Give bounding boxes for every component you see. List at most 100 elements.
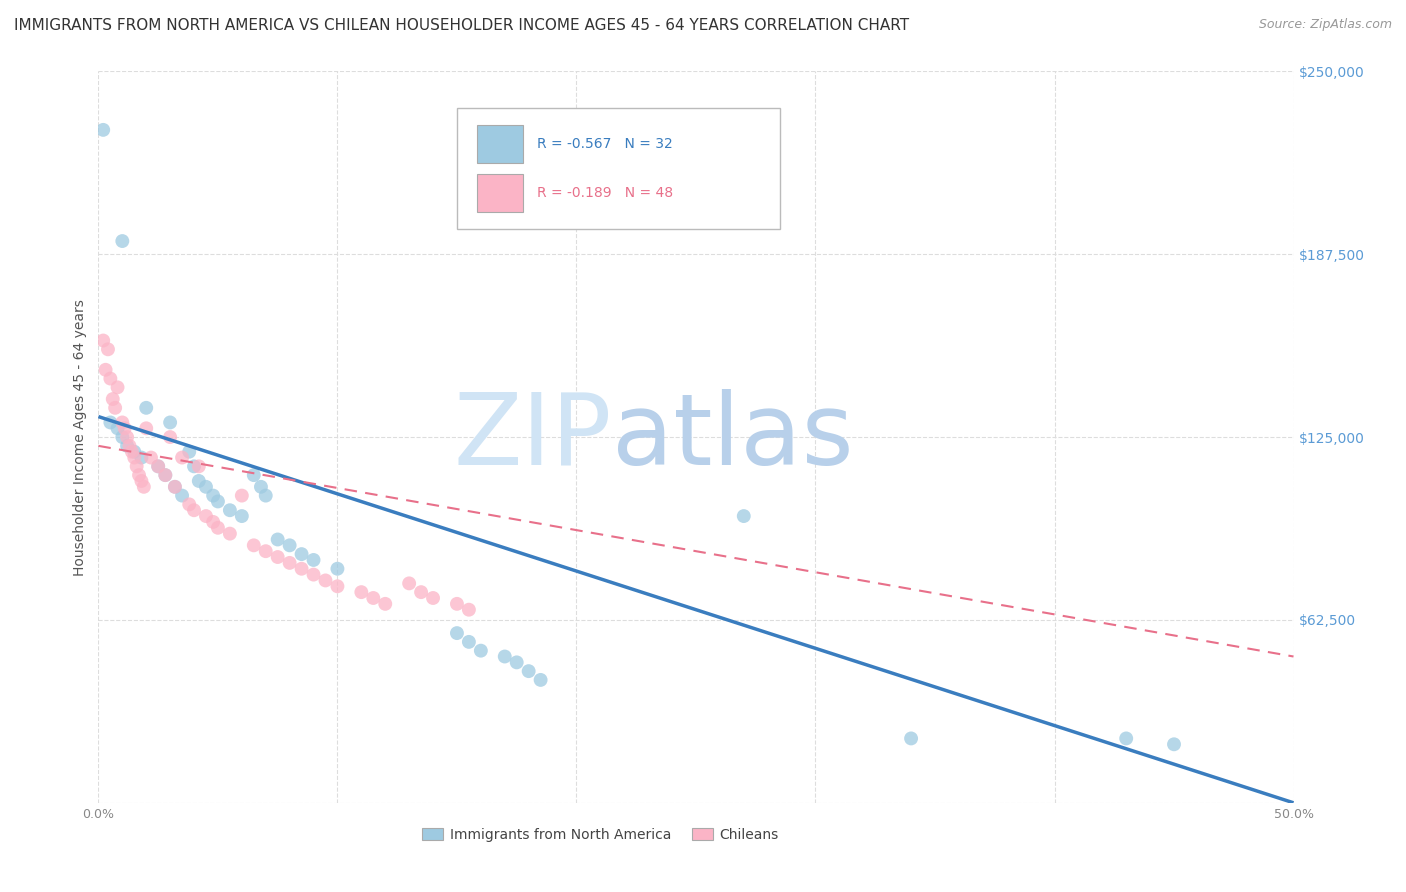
Point: [107, 421, 129, 435]
Point: [128, 468, 150, 483]
Point: [207, 494, 229, 508]
Point: [195, 509, 218, 524]
Point: [243, 538, 266, 552]
Point: [124, 450, 146, 465]
Point: [458, 603, 481, 617]
Point: [111, 416, 134, 430]
Point: [135, 421, 157, 435]
Point: [254, 544, 277, 558]
Point: [107, 380, 129, 394]
Point: [183, 459, 205, 474]
Point: [326, 579, 349, 593]
Point: [202, 489, 225, 503]
Point: [172, 489, 194, 503]
Point: [506, 656, 529, 670]
Point: [111, 234, 134, 248]
Point: [163, 480, 186, 494]
Point: [135, 401, 157, 415]
Point: [446, 626, 468, 640]
Point: [278, 538, 301, 552]
Point: [231, 489, 253, 503]
Point: [530, 673, 553, 687]
Point: [104, 401, 127, 415]
Point: [159, 416, 181, 430]
Point: [291, 547, 314, 561]
Text: ZIP: ZIP: [454, 389, 613, 485]
Point: [350, 585, 373, 599]
Point: [187, 459, 209, 474]
Point: [207, 521, 229, 535]
Point: [267, 549, 290, 564]
Point: [202, 515, 225, 529]
Point: [900, 731, 922, 746]
Text: Source: ZipAtlas.com: Source: ZipAtlas.com: [1258, 18, 1392, 31]
Point: [155, 468, 177, 483]
Point: [118, 439, 141, 453]
Point: [155, 468, 177, 483]
Text: atlas: atlas: [613, 389, 853, 485]
Point: [470, 643, 492, 657]
Point: [91, 123, 114, 137]
Point: [91, 334, 114, 348]
Point: [398, 576, 420, 591]
Point: [132, 480, 155, 494]
Legend: Immigrants from North America, Chileans: Immigrants from North America, Chileans: [416, 822, 785, 847]
Point: [94, 363, 117, 377]
Point: [278, 556, 301, 570]
Point: [243, 468, 266, 483]
Point: [494, 649, 516, 664]
Point: [254, 489, 277, 503]
Point: [183, 503, 205, 517]
Point: [179, 497, 201, 511]
Point: [363, 591, 385, 605]
Y-axis label: Householder Income Ages 45 - 64 years: Householder Income Ages 45 - 64 years: [73, 299, 87, 575]
Point: [517, 664, 540, 678]
Point: [250, 480, 273, 494]
Point: [97, 343, 120, 357]
Point: [446, 597, 468, 611]
Text: R = -0.567   N = 32: R = -0.567 N = 32: [537, 136, 673, 151]
Point: [411, 585, 433, 599]
Point: [302, 553, 325, 567]
Point: [101, 392, 124, 406]
Point: [163, 480, 186, 494]
Point: [98, 371, 122, 385]
Point: [148, 459, 170, 474]
Text: R = -0.189   N = 48: R = -0.189 N = 48: [537, 186, 673, 200]
Point: [114, 421, 136, 435]
Point: [98, 416, 122, 430]
Bar: [477, 125, 523, 163]
Point: [302, 567, 325, 582]
Point: [219, 503, 242, 517]
Point: [115, 430, 138, 444]
Point: [291, 562, 314, 576]
Point: [422, 591, 444, 605]
Point: [267, 533, 290, 547]
Point: [374, 597, 396, 611]
Bar: [477, 174, 523, 211]
Point: [1115, 731, 1137, 746]
Point: [159, 430, 181, 444]
Point: [195, 480, 218, 494]
Point: [139, 450, 162, 465]
Point: [121, 444, 143, 458]
Point: [124, 444, 146, 458]
Point: [125, 459, 148, 474]
Point: [131, 450, 153, 465]
FancyBboxPatch shape: [457, 108, 780, 228]
Point: [231, 509, 253, 524]
Point: [219, 526, 242, 541]
Point: [131, 474, 153, 488]
Point: [115, 439, 138, 453]
Point: [458, 635, 481, 649]
Point: [1163, 737, 1185, 751]
Text: IMMIGRANTS FROM NORTH AMERICA VS CHILEAN HOUSEHOLDER INCOME AGES 45 - 64 YEARS C: IMMIGRANTS FROM NORTH AMERICA VS CHILEAN…: [14, 18, 910, 33]
Point: [326, 562, 349, 576]
Point: [111, 430, 134, 444]
Point: [187, 474, 209, 488]
Point: [172, 450, 194, 465]
Point: [315, 574, 337, 588]
Point: [148, 459, 170, 474]
Point: [733, 509, 755, 524]
Point: [179, 444, 201, 458]
